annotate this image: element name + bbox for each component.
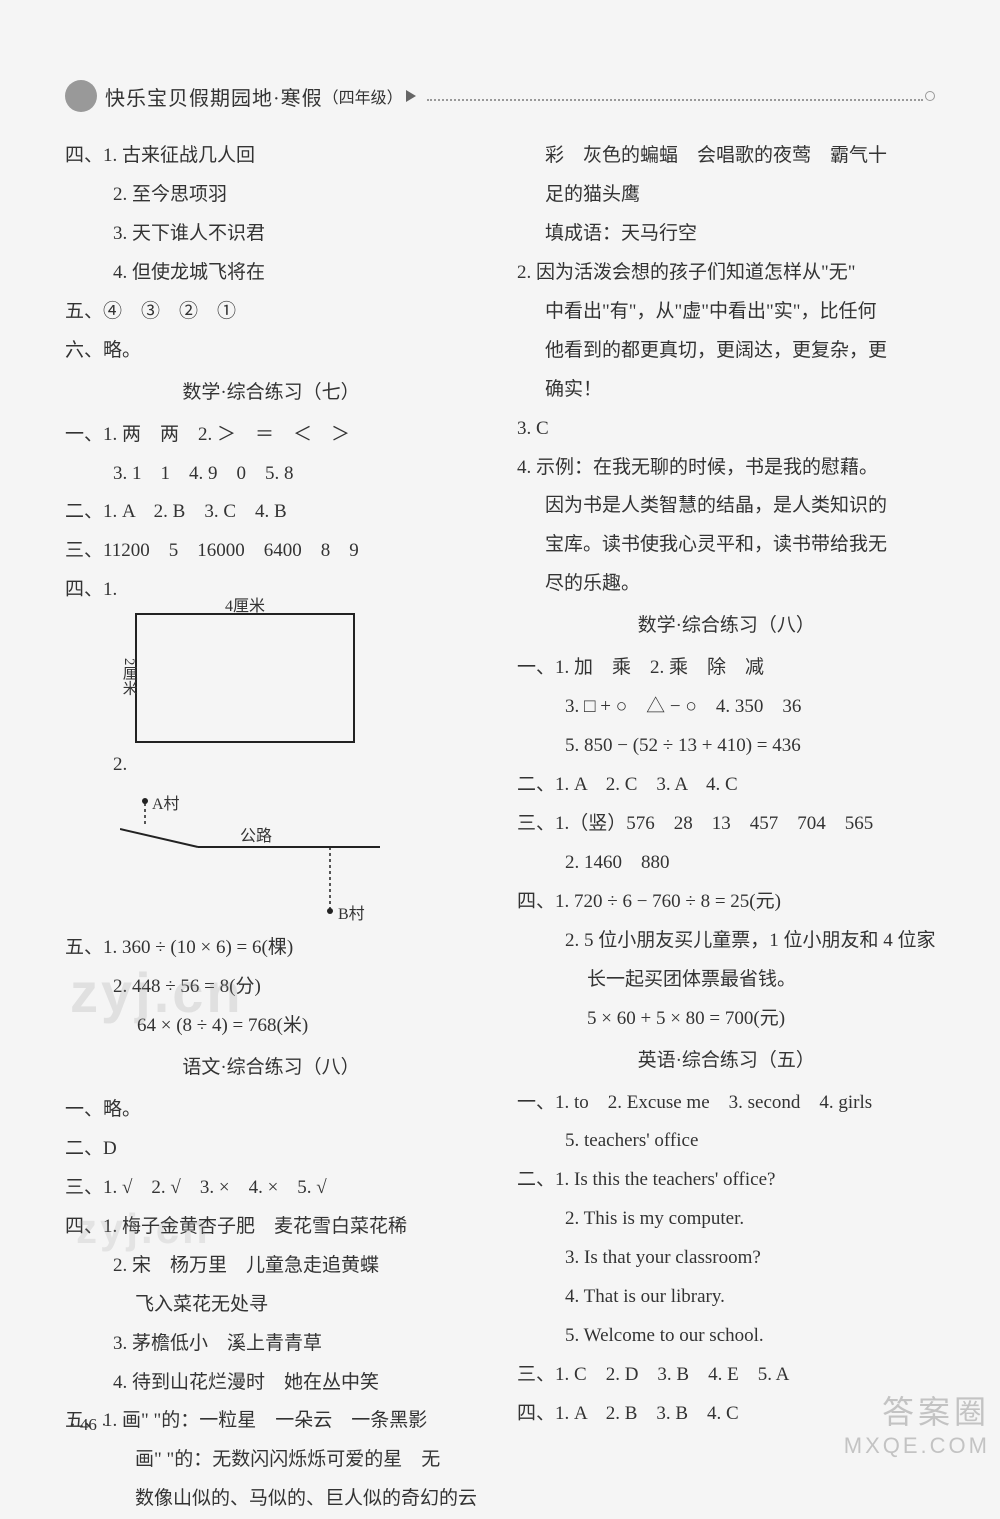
text-line: 尽的乐趣。 — [517, 565, 936, 604]
rect-left-label: 2厘米 — [113, 658, 144, 696]
figure-road: A村 公路 B村 — [120, 791, 380, 921]
text-line: 2. This is my computer. — [517, 1200, 936, 1239]
text-line: 2. 因为活泼会想的孩子们知道怎样从"无" — [517, 254, 936, 293]
text-line: 五、1. 画" "的：一粒星 一朵云 一条黑影 — [65, 1402, 477, 1441]
text-line: 四、1. 梅子金黄杏子肥 麦花雪白菜花稀 — [65, 1208, 477, 1247]
text-line: 彩 灰色的蝙蝠 会唱歌的夜莺 霸气十 — [517, 137, 936, 176]
text-line: 3. Is that your classroom? — [517, 1239, 936, 1278]
text-line: 3. 茅檐低小 溪上青青草 — [65, 1325, 477, 1364]
header-dashline — [427, 99, 923, 101]
section-title-chinese8: 语文·综合练习（八） — [65, 1049, 477, 1088]
text-line: 2. 448 ÷ 56 = 8(分) — [65, 968, 477, 1007]
header-enddot-icon — [925, 91, 935, 101]
text-line: 四、1. 720 ÷ 6 − 760 ÷ 8 = 25(元) — [517, 883, 936, 922]
text-line: 一、1. to 2. Excuse me 3. second 4. girls — [517, 1084, 936, 1123]
text-line: 一、1. 加 乘 2. 乘 除 减 — [517, 649, 936, 688]
text-line: 画" "的：无数闪闪烁烁可爱的星 无 — [65, 1441, 477, 1480]
text-line: 飞入菜花无处寻 — [65, 1286, 477, 1325]
text-line: 5. teachers' office — [517, 1122, 936, 1161]
text-line: 一、1. 两 两 2. ＞ ＝ ＜ ＞ — [65, 416, 477, 455]
text-line: 足的猫头鹰 — [517, 176, 936, 215]
text-line: 5 × 60 + 5 × 80 = 700(元) — [517, 1000, 936, 1039]
text-line: 填成语：天马行空 — [517, 215, 936, 254]
text-line: 数像山似的、马似的、巨人似的奇幻的云 — [65, 1480, 477, 1519]
watermark-br-line2: MXQE.COM — [844, 1433, 990, 1459]
text-line: 3. 天下谁人不识君 — [65, 215, 477, 254]
text-line: 四、1. — [65, 571, 477, 610]
text-line: 2. 宋 杨万里 儿童急走追黄蝶 — [65, 1247, 477, 1286]
text-line: 3. 1 1 4. 9 0 5. 8 — [65, 455, 477, 494]
header-arrow-icon — [406, 90, 416, 102]
text-line: 二、D — [65, 1130, 477, 1169]
rect-box — [135, 613, 355, 743]
left-column: 四、1. 古来征战几人回 2. 至今思项羽 3. 天下谁人不识君 4. 但使龙城… — [65, 137, 477, 1398]
text-line: 二、1. Is this the teachers' office? — [517, 1161, 936, 1200]
text-line: 64 × (8 ÷ 4) = 768(米) — [65, 1007, 477, 1046]
section-title-english5: 英语·综合练习（五） — [517, 1042, 936, 1081]
text-line: 因为书是人类智慧的结晶，是人类知识的 — [517, 487, 936, 526]
text-line: 五、④ ③ ② ① — [65, 293, 477, 332]
content-columns: 四、1. 古来征战几人回 2. 至今思项羽 3. 天下谁人不识君 4. 但使龙城… — [65, 137, 935, 1398]
header-grade: （四年级） — [323, 84, 403, 108]
text-line: 2. 1460 880 — [517, 844, 936, 883]
road-label: 公路 — [240, 821, 272, 854]
text-line: 中看出"有"，从"虚"中看出"实"，比任何 — [517, 293, 936, 332]
text-line: 2. 5 位小朋友买儿童票，1 位小朋友和 4 位家 — [517, 922, 936, 961]
text-line: 三、1.（竖）576 28 13 457 704 565 — [517, 805, 936, 844]
road-b-label: B村 — [338, 899, 365, 932]
text-line: 三、11200 5 16000 6400 8 9 — [65, 532, 477, 571]
header-title: 快乐宝贝假期园地·寒假 — [105, 82, 323, 111]
text-line: 确实！ — [517, 371, 936, 410]
text-line: 三、1. C 2. D 3. B 4. E 5. A — [517, 1356, 936, 1395]
text-line: 他看到的都更真切，更阔达，更复杂，更 — [517, 332, 936, 371]
text-line: 三、1. √ 2. √ 3. × 4. × 5. √ — [65, 1169, 477, 1208]
text-line: 3. C — [517, 410, 936, 449]
header-icon — [65, 80, 97, 112]
figure-rectangle: 4厘米 2厘米 — [135, 613, 477, 743]
text-line: 4. 示例：在我无聊的时候，书是我的慰藉。 — [517, 449, 936, 488]
text-line: 2. 至今思项羽 — [65, 176, 477, 215]
text-line: 4. 但使龙城飞将在 — [65, 254, 477, 293]
text-line: 六、略。 — [65, 332, 477, 371]
road-a-label: A村 — [152, 789, 180, 822]
text-line: 5. Welcome to our school. — [517, 1317, 936, 1356]
text-line: 一、略。 — [65, 1091, 477, 1130]
section-title-math8: 数学·综合练习（八） — [517, 607, 936, 646]
text-line: 4. That is our library. — [517, 1278, 936, 1317]
page-header: 快乐宝贝假期园地·寒假 （四年级） — [65, 80, 935, 112]
right-column: 彩 灰色的蝙蝠 会唱歌的夜莺 霸气十 足的猫头鹰 填成语：天马行空 2. 因为活… — [517, 137, 936, 1398]
text-line: 四、1. 古来征战几人回 — [65, 137, 477, 176]
text-line: 长一起买团体票最省钱。 — [517, 961, 936, 1000]
text-line: 二、1. A 2. C 3. A 4. C — [517, 766, 936, 805]
text-line: 2. — [65, 746, 477, 785]
text-line: 5. 850 − (52 ÷ 13 + 410) = 436 — [517, 727, 936, 766]
section-title-math7: 数学·综合练习（七） — [65, 374, 477, 413]
text-line: 四、1. A 2. B 3. B 4. C — [517, 1395, 936, 1434]
text-line: 宝库。读书使我心灵平和，读书带给我无 — [517, 526, 936, 565]
page-root: 快乐宝贝假期园地·寒假 （四年级） 四、1. 古来征战几人回 2. 至今思项羽 … — [0, 0, 1000, 1471]
text-line: 五、1. 360 ÷ (10 × 6) = 6(棵) — [65, 929, 477, 968]
page-number: · 46 · — [70, 1415, 107, 1435]
text-line: 二、1. A 2. B 3. C 4. B — [65, 493, 477, 532]
rect-top-label: 4厘米 — [225, 591, 265, 624]
text-line: 3. □ + ○ △ − ○ 4. 350 36 — [517, 688, 936, 727]
text-line: 4. 待到山花烂漫时 她在丛中笑 — [65, 1364, 477, 1403]
